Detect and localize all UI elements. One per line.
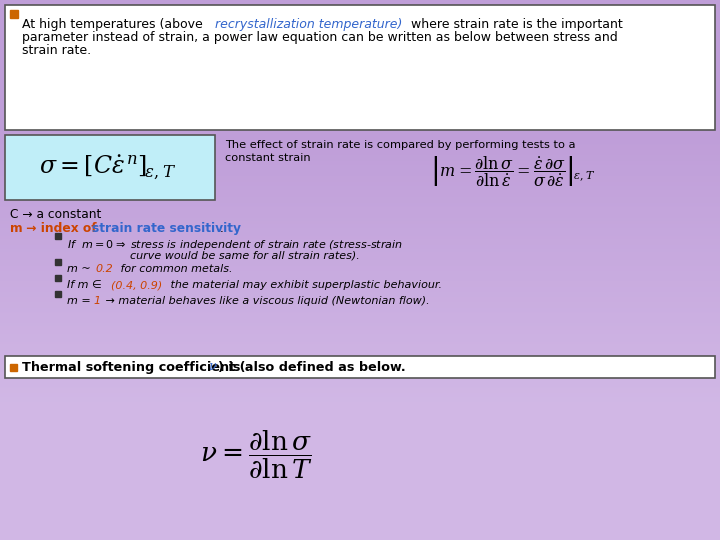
- Text: .: .: [220, 222, 224, 235]
- Text: for common metals.: for common metals.: [117, 265, 233, 274]
- FancyBboxPatch shape: [5, 135, 215, 200]
- Text: At high temperatures (above: At high temperatures (above: [22, 18, 207, 31]
- Text: ) is also defined as below.: ) is also defined as below.: [218, 361, 405, 374]
- Text: $\left|m = \dfrac{\partial\ln\sigma}{\partial\ln\dot{\varepsilon}} = \dfrac{\dot: $\left|m = \dfrac{\partial\ln\sigma}{\pa…: [430, 154, 595, 190]
- Bar: [55, 275, 61, 281]
- Text: $\mathit{If}$  $\mathit{m=0 \Rightarrow}$ stress is independent of strain rate (: $\mathit{If}$ $\mathit{m=0 \Rightarrow}$…: [67, 238, 403, 252]
- Text: strain rate sensitivity: strain rate sensitivity: [92, 222, 241, 235]
- Text: C → a constant: C → a constant: [10, 208, 102, 221]
- Text: (0.4, 0.9): (0.4, 0.9): [111, 280, 162, 290]
- Text: $\nu$: $\nu$: [208, 361, 217, 374]
- Bar: [55, 291, 61, 296]
- FancyBboxPatch shape: [5, 356, 715, 378]
- Text: $\sigma = \left[C\dot{\varepsilon}^{\,n}\right]_{\!\varepsilon,T}$: $\sigma = \left[C\dot{\varepsilon}^{\,n}…: [40, 154, 176, 182]
- Bar: [10, 10, 18, 18]
- Text: the material may exhibit superplastic behaviour.: the material may exhibit superplastic be…: [167, 280, 442, 290]
- Bar: [10, 364, 17, 371]
- Text: where strain rate is the important: where strain rate is the important: [407, 18, 623, 31]
- Text: strain rate.: strain rate.: [22, 44, 91, 57]
- Text: 1: 1: [93, 295, 100, 306]
- Text: curve would be same for all strain rates).: curve would be same for all strain rates…: [130, 250, 360, 260]
- Text: m ~: m ~: [67, 265, 94, 274]
- Bar: [55, 233, 61, 239]
- Text: m =: m =: [67, 295, 94, 306]
- Text: $\nu = \dfrac{\partial\ln\sigma}{\partial\ln T}$: $\nu = \dfrac{\partial\ln\sigma}{\partia…: [200, 429, 312, 481]
- Bar: [55, 259, 61, 265]
- FancyBboxPatch shape: [5, 5, 715, 130]
- Text: recrystallization temperature): recrystallization temperature): [215, 18, 402, 31]
- Text: The effect of strain rate is compared by performing tests to a: The effect of strain rate is compared by…: [225, 140, 575, 150]
- Text: m: m: [10, 222, 22, 235]
- Text: parameter instead of strain, a power law equation can be written as below betwee: parameter instead of strain, a power law…: [22, 31, 618, 44]
- Text: constant strain: constant strain: [225, 153, 310, 163]
- Text: → index of: → index of: [22, 222, 101, 235]
- Text: Thermal softening coefficient (: Thermal softening coefficient (: [22, 361, 246, 374]
- Text: → material behaves like a viscous liquid (Newtonian flow).: → material behaves like a viscous liquid…: [102, 295, 430, 306]
- Text: If m ∈: If m ∈: [67, 280, 105, 290]
- Text: 0.2: 0.2: [95, 265, 113, 274]
